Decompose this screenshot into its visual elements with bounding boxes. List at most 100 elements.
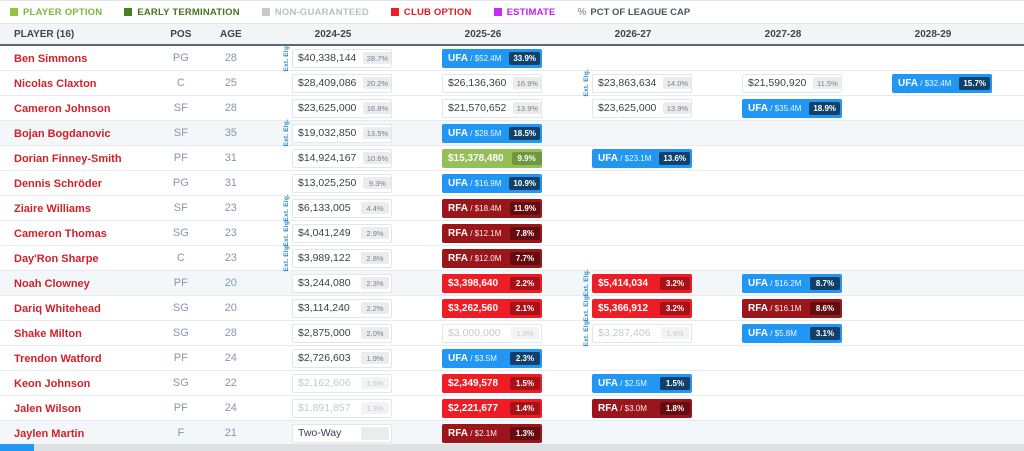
year-cell bbox=[874, 399, 1024, 418]
column-header-year[interactable]: 2026-27 bbox=[574, 29, 724, 40]
player-age: 20 bbox=[224, 302, 237, 314]
tag-gutter: Ext. Elg. bbox=[274, 244, 292, 271]
year-cell bbox=[874, 174, 1024, 193]
column-header-pos[interactable]: POS bbox=[170, 28, 192, 40]
year-cell bbox=[724, 244, 874, 271]
player-name-link[interactable]: Cameron Thomas bbox=[14, 228, 107, 240]
fa-type-label: UFA / $32.4M bbox=[898, 77, 952, 89]
column-header-year[interactable]: 2028-29 bbox=[874, 29, 1024, 40]
tag-gutter: Ext. Elg. bbox=[274, 119, 292, 146]
legend-item-label: EARLY TERMINATION bbox=[137, 6, 240, 18]
column-header-player[interactable]: PLAYER (16) bbox=[14, 28, 75, 40]
ufa-badge: UFA / $2.5M 1.5% bbox=[592, 373, 692, 393]
year-cell: UFA / $5.8M 3.1% bbox=[724, 319, 874, 346]
player-name-link[interactable]: Jaylen Martin bbox=[14, 428, 85, 440]
pct-chip: 14.0% bbox=[663, 77, 691, 89]
player-name-link[interactable]: Trendon Watford bbox=[14, 353, 102, 365]
tag-gutter bbox=[874, 194, 892, 221]
fa-type-label: UFA / $5.8M bbox=[748, 327, 797, 339]
tag-gutter bbox=[874, 174, 892, 193]
tag-gutter bbox=[424, 349, 442, 368]
option-amount: $5,414,034 bbox=[598, 277, 649, 289]
salary-cell-non-guaranteed: $2,162,606 1.5% bbox=[292, 373, 392, 393]
horizontal-scrollbar[interactable] bbox=[0, 444, 1024, 451]
scrollbar-thumb[interactable] bbox=[0, 444, 34, 451]
fa-type-label: UFA / $16.2M bbox=[748, 277, 802, 289]
pct-chip: 1.3% bbox=[361, 402, 389, 414]
club-option-badge: $5,414,034 3.2% bbox=[592, 273, 692, 293]
ufa-badge: UFA / $16.2M 8.7% bbox=[742, 273, 842, 293]
player-name-link[interactable]: Dennis Schröder bbox=[14, 178, 103, 190]
legend-pct-of-cap: % PCT OF LEAGUE CAP bbox=[578, 7, 691, 18]
column-header-year[interactable]: 2025-26 bbox=[424, 29, 574, 40]
legend-pct-label: PCT OF LEAGUE CAP bbox=[590, 6, 691, 18]
salary-cell: $28,409,086 20.2% bbox=[292, 73, 392, 93]
column-header-year[interactable]: 2027-28 bbox=[724, 29, 874, 40]
player-name-link[interactable]: Jalen Wilson bbox=[14, 403, 82, 415]
year-cell bbox=[724, 119, 874, 146]
year-cell: $3,398,640 2.2% bbox=[424, 269, 574, 296]
fa-amount: / $2.5M bbox=[618, 378, 647, 388]
salary-amount: $3,287,406 bbox=[598, 327, 651, 339]
legend-item-label: CLUB OPTION bbox=[403, 6, 472, 18]
year-cell: $14,924,167 10.6% bbox=[274, 148, 424, 168]
tag-gutter bbox=[274, 174, 292, 193]
player-pos: SF bbox=[173, 202, 188, 214]
tag-gutter bbox=[724, 219, 742, 246]
player-name-link[interactable]: Dorian Finney-Smith bbox=[14, 153, 122, 165]
year-cells: Ext. Elg. $4,041,249 2.9% RFA / $12.1M 7.8% bbox=[274, 219, 1024, 247]
player-name-link[interactable]: Keon Johnson bbox=[14, 378, 91, 390]
player-name-link[interactable]: Day'Ron Sharpe bbox=[14, 253, 99, 265]
legend-swatch-icon bbox=[261, 8, 270, 16]
table-row: Jalen Wilson PF 24 $1,891,857 1.3% $2,221,677… bbox=[0, 396, 1024, 421]
year-cell: RFA / $12.1M 7.8% bbox=[424, 219, 574, 246]
player-pos: SF bbox=[173, 127, 188, 139]
ext-elg-tag: Ext. Elg. bbox=[582, 269, 590, 297]
player-name-link[interactable]: Shake Milton bbox=[14, 328, 82, 340]
player-name-link[interactable]: Nicolas Claxton bbox=[14, 78, 97, 90]
pct-chip: 16.9% bbox=[513, 77, 541, 89]
pct-chip: 18.9% bbox=[809, 101, 840, 115]
year-cell: RFA / $2.1M 1.3% bbox=[424, 423, 574, 443]
pct-chip: 10.9% bbox=[509, 176, 540, 190]
player-age: 23 bbox=[224, 227, 237, 239]
year-cells: Ext. Elg. $6,133,005 4.4% RFA / $18.4M 11.9% bbox=[274, 194, 1024, 222]
fa-amount: / $16.9M bbox=[468, 178, 502, 188]
tag-gutter bbox=[274, 374, 292, 393]
year-cells: $14,924,167 10.6% $15,378,480 9.9% UFA / $23… bbox=[274, 148, 1024, 168]
salary-amount: $3,244,080 bbox=[298, 277, 351, 289]
player-name-link[interactable]: Cameron Johnson bbox=[14, 103, 111, 115]
year-cell: $13,025,250 9.3% bbox=[274, 173, 424, 193]
two-way-label: Two-Way bbox=[298, 427, 342, 439]
option-amount: $3,398,640 bbox=[448, 277, 499, 289]
player-pos: C bbox=[176, 252, 185, 264]
year-cell: RFA / $18.4M 11.9% bbox=[424, 194, 574, 221]
player-name-link[interactable]: Noah Clowney bbox=[14, 278, 90, 290]
column-header-age[interactable]: AGE bbox=[219, 28, 242, 40]
player-name-cell: Trendon Watford bbox=[0, 349, 156, 367]
legend-item-label: ESTIMATE bbox=[506, 6, 556, 18]
player-name-link[interactable]: Ziaire Williams bbox=[14, 203, 91, 215]
player-pos: PF bbox=[173, 152, 188, 164]
pct-chip: 10.6% bbox=[363, 152, 391, 164]
legend-item-label: NON-GUARANTEED bbox=[274, 6, 369, 18]
club-option-badge: $2,349,578 1.5% bbox=[442, 373, 542, 393]
player-name-cell: Keon Johnson bbox=[0, 374, 156, 392]
year-cell bbox=[724, 194, 874, 221]
year-cell: $21,570,652 13.9% bbox=[424, 98, 574, 118]
legend-item-player-option: PLAYER OPTION bbox=[10, 7, 102, 18]
fa-amount: / $3.0M bbox=[618, 403, 647, 413]
table-row: Dennis Schröder PG 31 $13,025,250 9.3% UFA / … bbox=[0, 171, 1024, 196]
player-name-link[interactable]: Dariq Whitehead bbox=[14, 303, 101, 315]
tag-gutter bbox=[424, 244, 442, 271]
player-name-link[interactable]: Bojan Bogdanovic bbox=[14, 128, 111, 140]
player-name-link[interactable]: Ben Simmons bbox=[14, 53, 88, 65]
tag-gutter bbox=[874, 119, 892, 146]
option-amount: $15,378,480 bbox=[448, 152, 504, 164]
year-cell bbox=[874, 294, 1024, 321]
column-header-year[interactable]: 2024-25 bbox=[274, 29, 424, 40]
tag-gutter bbox=[424, 269, 442, 296]
tag-gutter bbox=[574, 194, 592, 221]
table-row: Nicolas Claxton C 25 $28,409,086 20.2% $26,13… bbox=[0, 69, 1024, 97]
